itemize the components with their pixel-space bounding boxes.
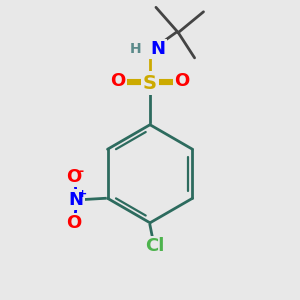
Text: -: - <box>79 165 84 178</box>
Text: H: H <box>130 42 142 56</box>
Text: O: O <box>66 214 81 232</box>
Text: N: N <box>69 191 84 209</box>
Text: S: S <box>143 74 157 93</box>
Text: N: N <box>151 40 166 58</box>
Text: O: O <box>111 72 126 90</box>
Text: O: O <box>66 168 81 186</box>
Text: Cl: Cl <box>145 237 164 255</box>
Text: O: O <box>174 72 189 90</box>
Text: +: + <box>78 189 88 199</box>
